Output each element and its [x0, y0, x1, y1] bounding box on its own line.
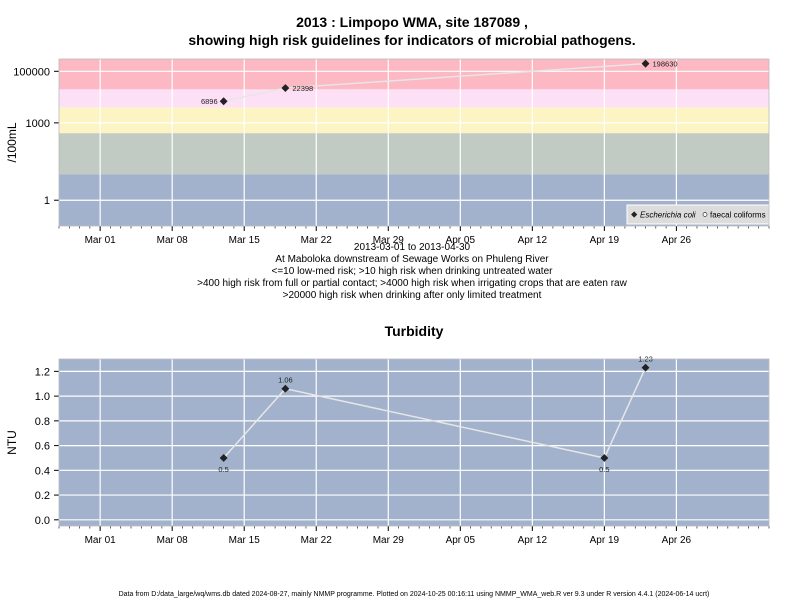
y-tick-label: 1: [44, 195, 50, 207]
y-tick-label: 0.2: [35, 490, 50, 502]
y-axis-label: NTU: [5, 430, 19, 455]
y-tick-label: 0.6: [35, 441, 50, 453]
y-tick-label: 1.0: [35, 391, 50, 403]
legend-label-ecoli: Escherichia coli: [640, 211, 696, 220]
risk-band-4: [59, 59, 769, 90]
x-tick-label: Mar 29: [373, 535, 405, 546]
x-tick-label: Apr 26: [662, 235, 692, 246]
series-line: [223, 367, 647, 459]
x-tick-label: Mar 29: [373, 235, 405, 246]
y-tick-label: 1.2: [35, 366, 50, 378]
x-tick-label: Mar 15: [229, 535, 261, 546]
y-tick-label: 0.8: [35, 416, 50, 428]
y-tick-label: 1000: [26, 118, 50, 130]
data-label: 0.5: [599, 465, 609, 474]
x-tick-label: Mar 08: [157, 535, 189, 546]
turbidity-title: Turbidity: [385, 323, 444, 339]
x-tick-label: Mar 01: [85, 235, 117, 246]
data-label: 1.06: [278, 376, 293, 385]
y-axis-label: /100mL: [5, 122, 19, 162]
x-tick-label: Apr 05: [446, 235, 476, 246]
turbidity-plot: Mar 01 Mar 08 Mar 15 Mar 22 Mar 29 Apr 05 Apr …: [5, 355, 770, 546]
caption-line-3: <=10 low-med risk; >10 high risk when dr…: [272, 266, 554, 277]
caption-line-4: >400 high risk from full or partial cont…: [197, 278, 627, 289]
x-tick-label: Apr 26: [662, 535, 692, 546]
caption-line-1: 2013-03-01 to 2013-04-30: [354, 242, 471, 253]
x-tick-label: Apr 05: [446, 535, 476, 546]
x-tick-label: Apr 12: [518, 535, 548, 546]
x-tick-label: Apr 12: [518, 235, 548, 246]
y-tick-label: 0.0: [35, 515, 50, 527]
ecoli-plot: Mar 01 Mar 08 Mar 15 Mar 22 Mar 29 Apr 05 Apr …: [5, 58, 770, 246]
x-tick-label: Apr 19: [590, 535, 620, 546]
caption-line-2: At Maboloka downstream of Sewage Works o…: [275, 254, 549, 265]
data-point: [641, 363, 650, 372]
x-tick-label: Mar 08: [157, 235, 189, 246]
footer-note: Data from D:/data_large/wq/wms.db dated …: [119, 591, 710, 598]
data-point: [219, 454, 228, 462]
plot-background: [59, 359, 769, 526]
chart-title-line1: 2013 : Limpopo WMA, site 187089 ,: [296, 14, 528, 30]
risk-band-2: [59, 107, 769, 134]
x-tick-label: Mar 15: [229, 235, 261, 246]
y-tick-label: 0.4: [35, 465, 50, 477]
caption-line-5: >20000 high risk when drinking after onl…: [283, 290, 542, 301]
data-label: 6896: [201, 97, 218, 106]
plot-frame: [58, 358, 770, 527]
x-tick-label: Apr 19: [590, 235, 620, 246]
x-tick-label: Mar 01: [85, 535, 117, 546]
legend-label-faecal: faecal coliforms: [710, 211, 766, 220]
plot-frame: [58, 58, 770, 227]
data-label: 0.5: [218, 465, 228, 474]
x-tick-label: Mar 22: [301, 235, 333, 246]
data-label: 198630: [653, 60, 678, 69]
y-tick-label: 100000: [13, 66, 50, 78]
data-label: 22398: [292, 84, 313, 93]
legend-marker-faecal: [702, 212, 708, 217]
risk-band-3: [59, 89, 769, 108]
x-tick-label: Mar 22: [301, 535, 333, 546]
chart-title-line2: showing high risk guidelines for indicat…: [188, 32, 635, 48]
risk-band-1: [59, 133, 769, 175]
data-point: [281, 384, 290, 393]
